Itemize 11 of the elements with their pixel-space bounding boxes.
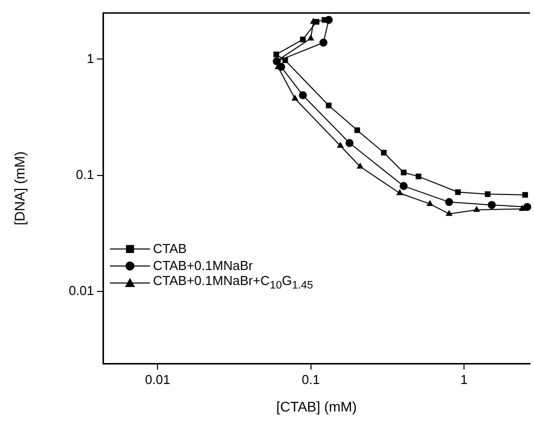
x-axis-title: [CTAB] (mM) bbox=[276, 398, 357, 414]
y-axis-title: [DNA] (mM) bbox=[11, 151, 28, 226]
x-tick-label: 0.01 bbox=[144, 372, 170, 387]
x-tick-label: 0.1 bbox=[302, 372, 320, 387]
x-tick-label: 1 bbox=[460, 372, 468, 387]
legend-label: CTAB bbox=[153, 241, 187, 256]
y-tick-label: 0.1 bbox=[76, 166, 94, 182]
y-tick-label: 1 bbox=[86, 50, 94, 66]
y-tick-label: 0.01 bbox=[68, 283, 94, 298]
legend-label: CTAB+0.1MNaBr bbox=[153, 258, 253, 273]
legend-label: CTAB+0.1MNaBr+C$_{10}$G$_{1.45}$ bbox=[153, 273, 314, 292]
